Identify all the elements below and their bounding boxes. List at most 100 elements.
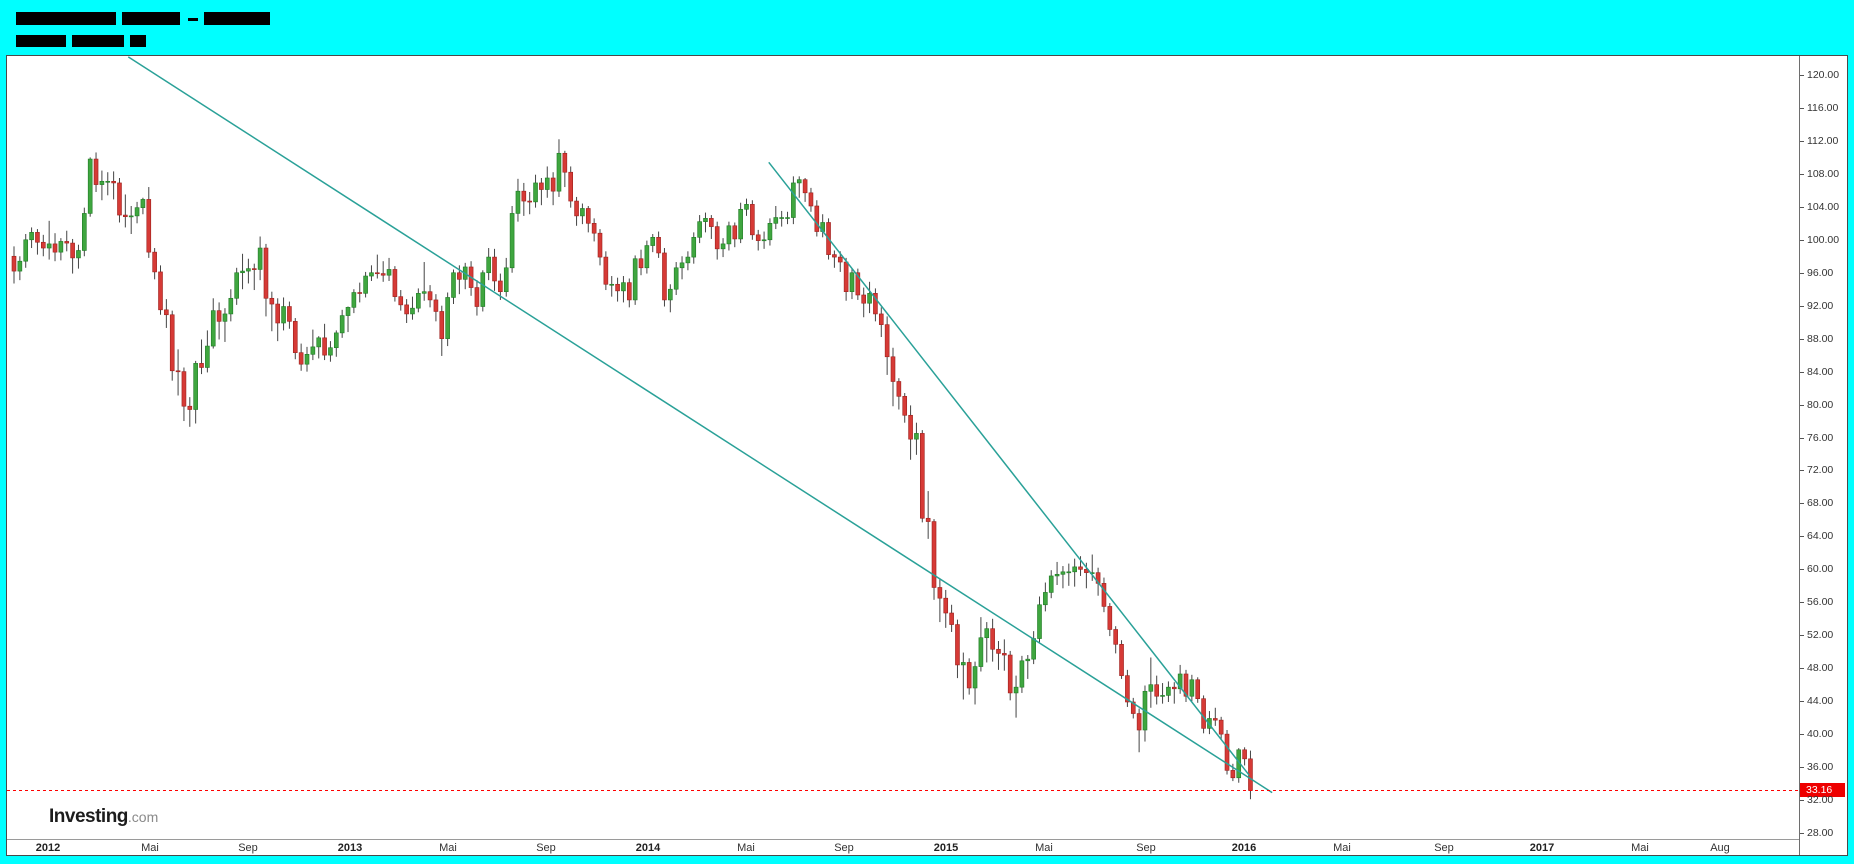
candle	[638, 258, 644, 269]
candle	[574, 200, 579, 217]
candle	[1037, 604, 1042, 639]
time-axis-month-label: Mai	[737, 842, 755, 854]
candle	[1136, 713, 1142, 731]
candle	[345, 307, 351, 316]
time-axis-year-label: 2013	[337, 842, 363, 854]
candle	[744, 204, 749, 210]
investing-logo: Investing.com	[49, 806, 158, 828]
candle	[515, 190, 521, 214]
price-axis-label: 44.00	[1800, 695, 1845, 707]
candle	[814, 205, 820, 232]
candle	[1195, 679, 1201, 699]
price-axis-label: 72.00	[1800, 464, 1845, 476]
candle	[58, 241, 64, 253]
price-axis-label: 52.00	[1800, 629, 1845, 641]
price-axis[interactable]: 33.16 120.00 116.00 112.00 108.00 104.00 100.…	[1799, 56, 1845, 855]
price-axis-label: 68.00	[1800, 497, 1845, 509]
candle	[216, 310, 222, 322]
price-axis-label: 80.00	[1800, 399, 1845, 411]
price-axis-label: 32.00	[1800, 794, 1845, 806]
candle	[333, 332, 339, 349]
candle	[503, 267, 509, 292]
price-axis-label: 28.00	[1800, 827, 1845, 839]
candle	[275, 303, 281, 324]
candle	[867, 293, 872, 304]
candle	[1066, 571, 1072, 574]
candle	[152, 251, 157, 273]
candle	[1043, 592, 1048, 606]
time-axis[interactable]: 2012 Mai Sep 2013 Mai Sep 2014 Mai Sep 2015 Mai Sep…	[7, 839, 1799, 855]
candle	[363, 275, 368, 294]
chart-canvas[interactable]	[7, 56, 1799, 839]
candle	[767, 223, 773, 241]
candle	[386, 269, 392, 276]
price-axis-label: 116.00	[1800, 102, 1845, 114]
candle	[357, 292, 363, 294]
candle	[779, 217, 784, 219]
candle	[931, 521, 937, 588]
candle	[1101, 583, 1107, 607]
candle	[421, 291, 427, 294]
chart-panel: 33.16 120.00 116.00 112.00 108.00 104.00 100.…	[6, 55, 1848, 856]
candle	[169, 314, 175, 372]
trendline[interactable]	[768, 161, 1250, 776]
candle	[662, 252, 667, 301]
candle	[621, 282, 626, 292]
candle	[996, 648, 1001, 654]
candle	[580, 208, 585, 217]
time-axis-month-label: Mai	[141, 842, 159, 854]
candle	[99, 180, 105, 185]
price-axis-label: 76.00	[1800, 432, 1845, 444]
candle	[1019, 660, 1025, 688]
candle	[128, 215, 134, 218]
candle	[908, 414, 913, 440]
price-axis-label: 100.00	[1800, 234, 1845, 246]
candle	[1224, 733, 1230, 771]
candle	[919, 433, 925, 519]
candle	[849, 272, 855, 292]
time-axis-month-label: Mai	[439, 842, 457, 854]
candle	[1013, 686, 1019, 694]
logo-brand: Investing	[49, 806, 128, 827]
candle	[1031, 638, 1036, 660]
candle	[82, 213, 87, 251]
price-axis-label: 92.00	[1800, 300, 1845, 312]
candle	[843, 261, 849, 292]
candle	[287, 306, 292, 322]
candle	[1189, 679, 1195, 697]
candle	[650, 237, 656, 246]
candle	[445, 297, 450, 339]
candle	[1148, 684, 1154, 692]
candle	[861, 294, 867, 304]
candle	[568, 171, 574, 202]
candle	[972, 666, 978, 689]
candle	[1218, 719, 1224, 735]
candle	[1177, 673, 1183, 690]
candle	[755, 234, 761, 241]
candle	[1054, 573, 1060, 577]
time-axis-month-label: Sep	[238, 842, 258, 854]
candle	[925, 517, 931, 522]
candle	[949, 612, 954, 625]
candle	[433, 299, 439, 312]
candle	[990, 628, 995, 650]
candle	[498, 280, 503, 292]
trendline[interactable]	[127, 56, 1273, 794]
candle	[1160, 695, 1165, 697]
candle	[304, 354, 310, 365]
candle	[585, 208, 591, 224]
time-axis-month-label: Sep	[536, 842, 556, 854]
candle	[937, 587, 943, 599]
candle	[181, 371, 187, 407]
candle	[896, 381, 902, 397]
time-axis-month-label: Mai	[1631, 842, 1649, 854]
price-axis-label: 64.00	[1800, 530, 1845, 542]
candle	[251, 268, 257, 270]
candle	[398, 296, 404, 306]
candle	[1183, 673, 1189, 697]
candle	[791, 182, 796, 218]
candle	[1119, 644, 1124, 676]
chart-subtitle-redacted	[72, 35, 124, 47]
candle	[35, 232, 40, 243]
candle	[550, 177, 556, 192]
